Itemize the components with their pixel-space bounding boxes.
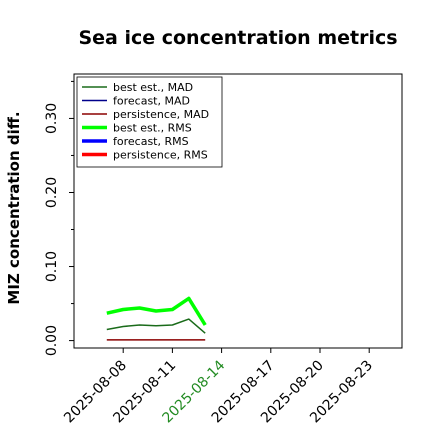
y-axis-label: MIZ concentration diff. xyxy=(5,111,23,304)
y-tick-label: 0.30 xyxy=(44,103,60,134)
series-line-3 xyxy=(106,296,207,326)
legend-label: persistence, RMS xyxy=(113,149,208,162)
y-tick-label: 0.20 xyxy=(44,177,60,208)
y-tick-label: 0.00 xyxy=(44,325,60,356)
series-layer xyxy=(106,296,207,341)
chart-title: Sea ice concentration metrics xyxy=(78,27,397,49)
legend-label: forecast, RMS xyxy=(113,135,189,148)
legend-label: best est., RMS xyxy=(113,122,192,135)
y-tick-label: 0.10 xyxy=(44,251,60,282)
legend-label: persistence, MAD xyxy=(113,108,209,121)
plot-frame xyxy=(73,73,403,349)
legend-label: forecast, MAD xyxy=(113,95,190,108)
legend-box xyxy=(76,76,223,168)
legend-label: best est., MAD xyxy=(113,81,193,94)
series-line-0 xyxy=(106,318,206,334)
